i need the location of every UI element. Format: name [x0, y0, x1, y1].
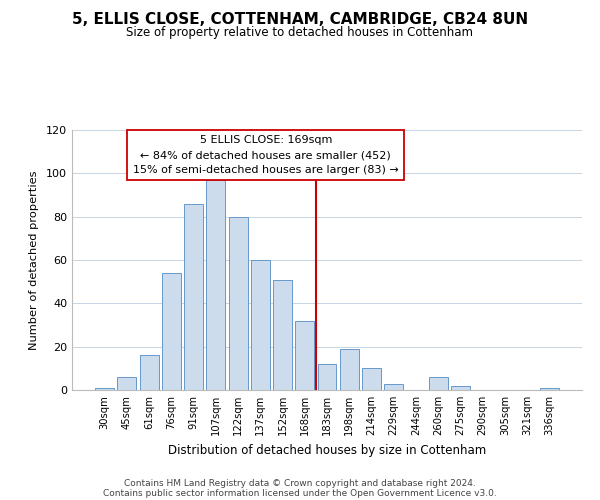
X-axis label: Distribution of detached houses by size in Cottenham: Distribution of detached houses by size … — [168, 444, 486, 456]
Bar — [95, 388, 114, 390]
Text: Size of property relative to detached houses in Cottenham: Size of property relative to detached ho… — [127, 26, 473, 39]
Bar — [140, 356, 158, 390]
Bar — [162, 273, 181, 390]
Bar — [206, 180, 225, 390]
Bar — [384, 384, 403, 390]
Text: Contains public sector information licensed under the Open Government Licence v3: Contains public sector information licen… — [103, 488, 497, 498]
Bar — [184, 204, 203, 390]
Text: 5, ELLIS CLOSE, COTTENHAM, CAMBRIDGE, CB24 8UN: 5, ELLIS CLOSE, COTTENHAM, CAMBRIDGE, CB… — [72, 12, 528, 28]
Bar — [251, 260, 270, 390]
Bar — [295, 320, 314, 390]
Bar — [362, 368, 381, 390]
Y-axis label: Number of detached properties: Number of detached properties — [29, 170, 39, 350]
Bar — [273, 280, 292, 390]
Bar — [540, 388, 559, 390]
Bar — [229, 216, 248, 390]
Bar — [118, 377, 136, 390]
Bar — [340, 349, 359, 390]
Text: 5 ELLIS CLOSE: 169sqm
← 84% of detached houses are smaller (452)
15% of semi-det: 5 ELLIS CLOSE: 169sqm ← 84% of detached … — [133, 135, 398, 175]
Bar — [317, 364, 337, 390]
Bar — [429, 377, 448, 390]
Bar — [451, 386, 470, 390]
Text: Contains HM Land Registry data © Crown copyright and database right 2024.: Contains HM Land Registry data © Crown c… — [124, 478, 476, 488]
